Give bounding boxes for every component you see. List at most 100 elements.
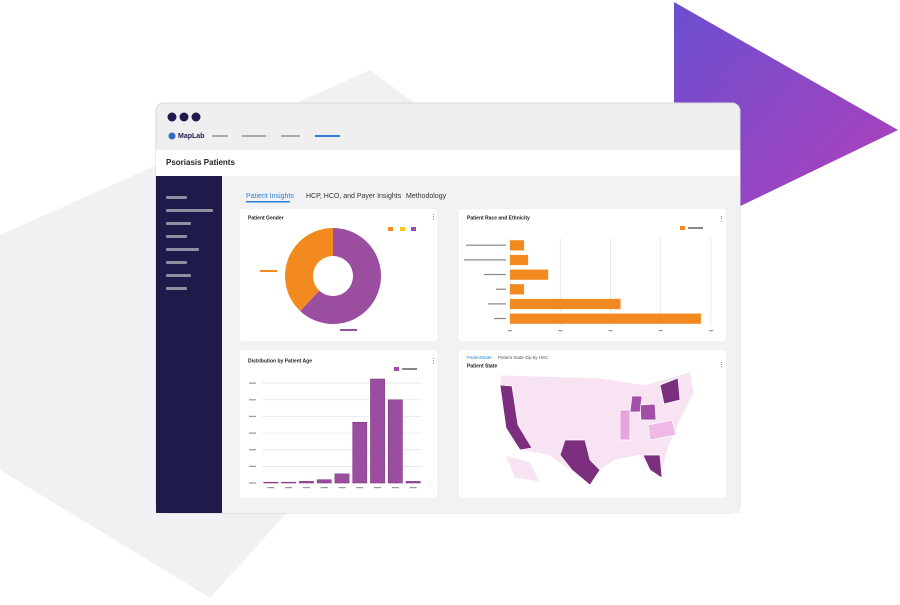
legend-swatch [388, 227, 393, 231]
y-tick-placeholder [249, 382, 256, 384]
x-tick-placeholder [320, 487, 328, 489]
category-placeholder [466, 244, 506, 246]
card [240, 350, 437, 498]
legend-label-placeholder [402, 368, 417, 370]
bar [405, 481, 421, 484]
y-tick-placeholder [249, 465, 256, 467]
x-tick-placeholder [338, 487, 346, 489]
x-tick-placeholder [508, 330, 512, 332]
donut-slice [285, 228, 333, 311]
x-tick-placeholder [285, 487, 293, 489]
x-tick-placeholder [558, 330, 563, 332]
map-alaska [504, 454, 541, 483]
nav-dash-active[interactable] [315, 135, 340, 137]
map-state [619, 409, 631, 441]
card-title: Distribution by Patient Age [248, 358, 312, 364]
nav-dash[interactable] [281, 135, 300, 137]
page-title: Psoriasis Patients [166, 158, 235, 167]
card-menu[interactable]: ⋮ [430, 358, 437, 365]
map-state [647, 419, 677, 441]
sidebar-item[interactable] [166, 196, 187, 199]
map-state [639, 403, 657, 421]
legend-swatch [680, 226, 685, 230]
bar [281, 481, 297, 484]
map-state [629, 395, 643, 413]
sidebar-item[interactable] [166, 248, 199, 251]
donut-slice [300, 228, 382, 325]
sidebar-item[interactable] [166, 287, 187, 290]
category-placeholder [488, 303, 506, 305]
legend-swatch [411, 227, 416, 231]
slice-label-placeholder [340, 329, 357, 331]
bar [263, 481, 279, 484]
window-dot [167, 112, 177, 122]
bar [352, 422, 368, 484]
category-placeholder [494, 317, 506, 320]
map-state [659, 377, 681, 405]
card-title: Patient Gender [248, 215, 284, 221]
map-state [559, 439, 601, 486]
y-tick-placeholder [249, 432, 256, 434]
tab[interactable]: Patient Insights [246, 193, 294, 200]
map-state [642, 454, 663, 479]
x-tick-placeholder [374, 487, 382, 489]
x-tick-placeholder [391, 487, 399, 489]
card-tab[interactable]: Patient State-Zip by HSC [498, 355, 549, 360]
x-tick-placeholder [267, 487, 275, 489]
sidebar-item[interactable] [166, 274, 191, 277]
bar [316, 479, 332, 484]
logo-icon [168, 132, 176, 140]
x-tick-placeholder [356, 487, 364, 489]
nav-dash[interactable] [242, 135, 266, 137]
tab-underline [246, 201, 290, 203]
tab[interactable]: Methodology [406, 193, 447, 200]
bar [510, 298, 621, 310]
y-tick-placeholder [249, 399, 256, 401]
sidebar [156, 176, 222, 513]
window-dot [191, 112, 201, 122]
x-tick-placeholder [409, 487, 417, 489]
nav-dash[interactable] [212, 135, 228, 137]
window-dot [179, 112, 189, 122]
us-map [499, 371, 695, 486]
legend-swatch [400, 227, 405, 231]
title-bar [156, 150, 740, 176]
sidebar-item[interactable] [166, 235, 187, 238]
x-tick-placeholder [302, 487, 310, 489]
card-tab[interactable]: PatientState [467, 355, 492, 360]
card-menu[interactable]: ⋮ [718, 362, 725, 369]
y-tick-placeholder [249, 482, 256, 484]
legend-label-placeholder [688, 227, 703, 229]
sidebar-item[interactable] [166, 209, 213, 212]
y-tick-placeholder [249, 449, 256, 451]
bar [510, 269, 549, 280]
bar [510, 254, 529, 266]
bar [387, 399, 403, 484]
x-tick-placeholder [709, 330, 713, 332]
card [240, 209, 437, 341]
bar [510, 313, 701, 324]
map-state [499, 384, 533, 451]
bar [334, 473, 350, 484]
card-menu[interactable]: ⋮ [430, 214, 437, 221]
bar [510, 284, 525, 295]
card-title: Patient Race and Ethnicity [467, 215, 530, 221]
x-tick-placeholder [608, 330, 613, 332]
legend-swatch [394, 367, 399, 371]
brand: MapLab [178, 133, 204, 140]
bar [370, 378, 385, 484]
category-placeholder [496, 288, 506, 290]
bar [299, 481, 314, 484]
tab[interactable]: HCP, HCO, and Payer Insights [306, 193, 402, 200]
x-tick-placeholder [658, 330, 663, 332]
card-menu[interactable]: ⋮ [718, 216, 725, 223]
slice-label-placeholder [260, 270, 277, 272]
y-tick-placeholder [249, 415, 256, 418]
category-placeholder [464, 259, 506, 261]
bar [510, 240, 525, 251]
sidebar-item[interactable] [166, 222, 191, 225]
category-placeholder [484, 273, 506, 276]
sidebar-item[interactable] [166, 261, 187, 264]
card-title: Patient State [467, 363, 498, 369]
